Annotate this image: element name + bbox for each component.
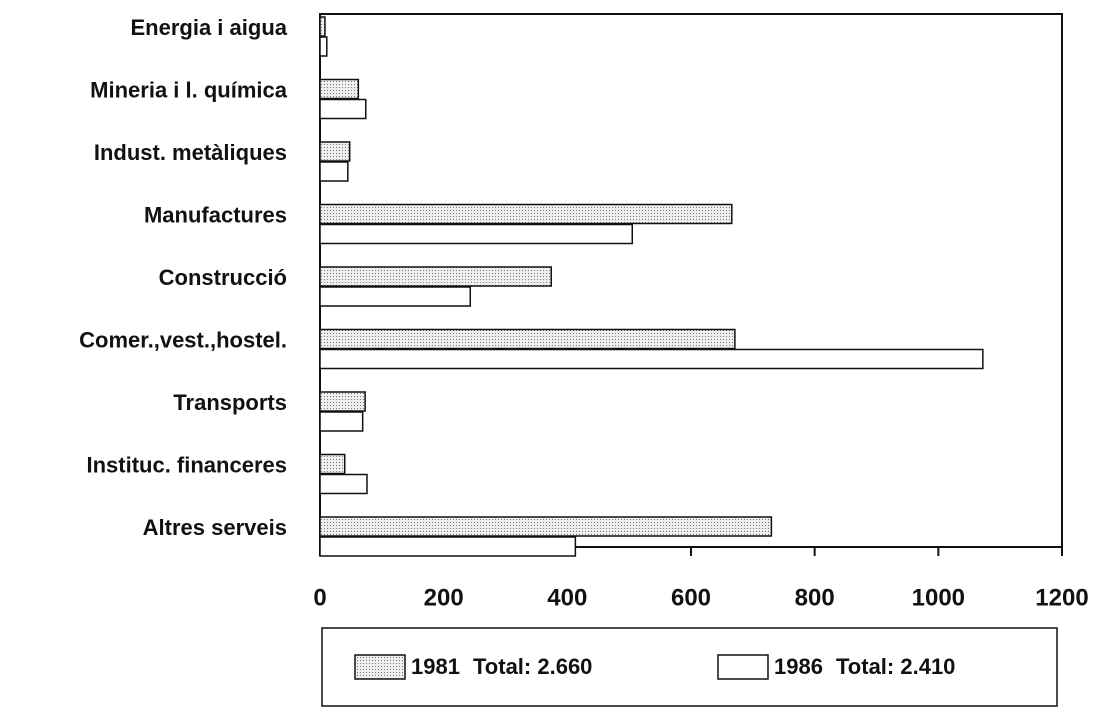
x-tick-label: 200 bbox=[424, 584, 464, 611]
bar bbox=[319, 161, 349, 182]
y-tick-label: Comer.,vest.,hostel. bbox=[79, 327, 287, 352]
legend-label: 1981 bbox=[411, 654, 460, 679]
bar bbox=[319, 473, 368, 495]
x-tick-label: 400 bbox=[547, 584, 587, 611]
x-tick-label: 0 bbox=[313, 584, 326, 611]
legend-total: Total: 2.660 bbox=[473, 654, 592, 679]
legend-box bbox=[321, 627, 1058, 707]
legend-swatch bbox=[354, 654, 406, 680]
bar bbox=[319, 203, 733, 225]
bar bbox=[319, 411, 364, 432]
bar bbox=[319, 328, 736, 350]
bar bbox=[319, 16, 326, 37]
y-tick-label: Energia i aigua bbox=[131, 15, 288, 40]
y-tick-label: Transports bbox=[173, 390, 287, 415]
bar bbox=[319, 516, 773, 537]
bar bbox=[319, 391, 366, 412]
bar bbox=[319, 36, 328, 57]
bar bbox=[319, 536, 577, 557]
legend-label: 1986 bbox=[774, 654, 823, 679]
y-tick-label: Instituc. financeres bbox=[86, 452, 287, 477]
bar bbox=[319, 453, 346, 475]
x-tick-label: 1000 bbox=[912, 584, 965, 611]
bar bbox=[319, 98, 367, 120]
bar bbox=[319, 348, 984, 370]
legend-swatch bbox=[717, 654, 769, 680]
y-tick-label: Construcció bbox=[159, 265, 287, 290]
y-tick-label: Altres serveis bbox=[143, 515, 287, 540]
x-tick-label: 600 bbox=[671, 584, 711, 611]
bar bbox=[319, 266, 553, 287]
bar bbox=[319, 78, 360, 100]
x-tick-label: 800 bbox=[795, 584, 835, 611]
legend-total: Total: 2.410 bbox=[836, 654, 955, 679]
x-tick-label: 1200 bbox=[1035, 584, 1088, 611]
bar bbox=[319, 286, 472, 307]
y-tick-label: Indust. metàliques bbox=[94, 140, 287, 165]
y-tick-label: Manufactures bbox=[144, 202, 287, 227]
bar bbox=[319, 223, 634, 245]
y-tick-label: Mineria i l. química bbox=[90, 77, 288, 102]
bar bbox=[319, 141, 351, 162]
